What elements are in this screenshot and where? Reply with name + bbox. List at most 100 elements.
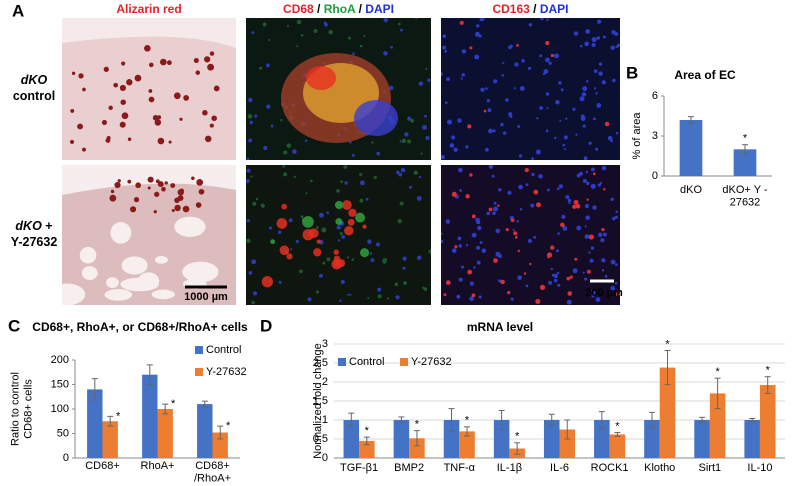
- y-tick-label: 1: [322, 414, 328, 426]
- nucleus: [585, 29, 591, 34]
- stain-dot: [134, 74, 142, 82]
- nucleus: [407, 139, 412, 144]
- nucleus: [476, 220, 481, 225]
- stain-dot: [109, 194, 117, 202]
- error-bar: [664, 349, 671, 386]
- nucleus: [404, 132, 409, 137]
- nucleus: [290, 248, 293, 251]
- nucleus: [565, 194, 570, 200]
- bar: [733, 149, 757, 176]
- nucleus: [586, 181, 590, 186]
- stain-dot: [114, 181, 121, 189]
- nucleus: [572, 107, 576, 111]
- nucleus: [602, 35, 606, 39]
- title-part: DAPI: [540, 2, 569, 16]
- nucleus: [579, 96, 585, 102]
- nucleus: [399, 140, 402, 143]
- void: [106, 277, 119, 288]
- nucleus: [446, 77, 450, 82]
- x-tick-label: Sirt1: [699, 462, 722, 474]
- spot: [517, 249, 521, 253]
- nucleus: [548, 280, 553, 285]
- stain-dot: [110, 189, 115, 194]
- title-part: /: [530, 2, 540, 16]
- x-tick-label: RhoA+: [141, 460, 175, 472]
- nucleus: [573, 31, 579, 36]
- stain-dot: [183, 95, 190, 101]
- stain-dot: [196, 178, 204, 186]
- nucleus: [248, 138, 253, 143]
- label-part: Y-27632: [11, 235, 58, 249]
- nucleus: [292, 149, 297, 154]
- nucleus: [560, 88, 564, 92]
- bar: [87, 389, 103, 458]
- nucleus: [253, 291, 258, 296]
- nucleus: [486, 211, 491, 216]
- nucleus: [340, 180, 343, 184]
- nucleus: [248, 97, 253, 103]
- nucleus: [591, 37, 597, 43]
- x-tick-label: dKO: [680, 184, 702, 196]
- nucleus: [299, 269, 303, 274]
- error-bar: [714, 377, 721, 410]
- panel-letter: C: [8, 316, 20, 335]
- nucleus: [441, 232, 443, 236]
- x-tick-label: IL-1β: [497, 462, 522, 474]
- spot: [279, 245, 290, 256]
- nucleus: [343, 165, 348, 169]
- spot: [467, 269, 473, 275]
- nucleus: [251, 300, 255, 305]
- stain-dot: [113, 82, 119, 88]
- nucleus: [469, 296, 474, 302]
- micrograph-content: [246, 18, 431, 160]
- nucleus: [407, 116, 412, 121]
- nucleus: [584, 277, 588, 281]
- nucleus: [525, 183, 529, 186]
- nucleus: [293, 175, 296, 178]
- nucleus: [553, 278, 558, 283]
- nucleus: [617, 43, 620, 47]
- micrograph: [246, 18, 431, 160]
- spot: [550, 245, 555, 250]
- nucleus: [491, 174, 495, 178]
- bar: [343, 420, 360, 458]
- stain-dot: [127, 179, 132, 184]
- nucleus: [460, 265, 464, 269]
- legend-swatch: [195, 346, 203, 354]
- nucleus: [509, 44, 513, 48]
- chart-title: mRNA level: [467, 320, 533, 334]
- nucleus: [614, 281, 618, 285]
- nucleus: [476, 245, 481, 250]
- nucleus: [501, 74, 505, 77]
- nucleus: [531, 157, 535, 160]
- nucleus: [590, 183, 596, 189]
- void: [62, 283, 86, 305]
- significance: *: [465, 415, 470, 427]
- stain-dot: [82, 147, 86, 152]
- nucleus: [373, 175, 377, 180]
- stain-dot: [174, 197, 180, 204]
- spot: [497, 204, 500, 207]
- nucleus: [514, 62, 519, 67]
- nucleus: [558, 184, 563, 189]
- column-title: CD163 / DAPI: [492, 2, 568, 16]
- nucleus: [278, 280, 282, 284]
- nucleus: [341, 235, 346, 239]
- y-tick-label: 3: [322, 338, 328, 350]
- nucleus: [610, 45, 615, 50]
- nucleus: [283, 150, 288, 155]
- stain-dot: [157, 181, 164, 188]
- error-bar: [648, 411, 655, 429]
- nucleus: [352, 52, 355, 55]
- nucleus: [611, 216, 616, 221]
- spot: [281, 203, 288, 210]
- void: [121, 256, 148, 275]
- stain-dot: [174, 204, 181, 212]
- nucleus: [458, 244, 463, 248]
- micrograph-content: [441, 165, 620, 305]
- bar: [359, 440, 375, 458]
- nucleus: [347, 293, 350, 296]
- bar: [197, 404, 213, 458]
- nucleus: [339, 299, 342, 303]
- nucleus: [581, 92, 587, 97]
